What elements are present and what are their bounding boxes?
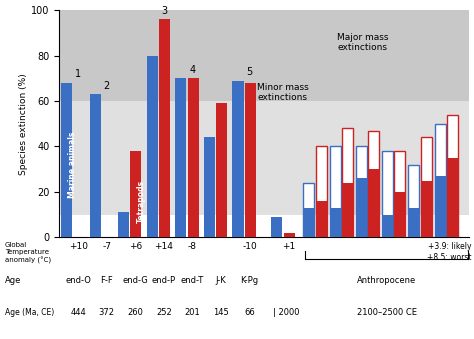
Text: end-G: end-G	[122, 276, 148, 285]
Bar	[435, 124, 446, 237]
Bar	[59, 215, 469, 237]
Bar	[408, 208, 419, 237]
Bar	[447, 115, 458, 237]
Bar	[382, 215, 393, 237]
Bar	[447, 158, 458, 237]
Text: -8: -8	[188, 242, 197, 252]
Text: | 2000: | 2000	[273, 308, 300, 318]
Bar	[130, 151, 141, 237]
Bar	[283, 233, 294, 237]
Bar	[329, 208, 341, 237]
Bar	[232, 81, 244, 237]
Text: 444: 444	[70, 308, 86, 318]
Text: 5: 5	[246, 67, 253, 77]
Text: 252: 252	[156, 308, 172, 318]
Text: 201: 201	[185, 308, 201, 318]
Bar	[59, 101, 469, 215]
Text: 372: 372	[99, 308, 115, 318]
Bar	[303, 208, 314, 237]
Bar	[204, 137, 215, 237]
Bar	[316, 201, 327, 237]
Bar	[159, 19, 170, 237]
Bar	[61, 83, 72, 237]
Text: 1: 1	[75, 69, 81, 79]
Y-axis label: Species extinction (%): Species extinction (%)	[19, 73, 28, 175]
Text: -7: -7	[102, 242, 111, 252]
Text: end-O: end-O	[65, 276, 91, 285]
Text: Tetrapods: Tetrapods	[137, 179, 146, 222]
Bar	[90, 94, 100, 237]
Text: 2100–2500 CE: 2100–2500 CE	[357, 308, 417, 318]
Text: K-Pg: K-Pg	[241, 276, 259, 285]
Bar	[420, 180, 432, 237]
Text: end-T: end-T	[181, 276, 204, 285]
Bar	[394, 192, 405, 237]
Text: 3: 3	[161, 6, 167, 16]
Text: J-K: J-K	[216, 276, 227, 285]
Bar	[118, 212, 129, 237]
Bar	[435, 176, 446, 237]
Text: F-F: F-F	[100, 276, 113, 285]
Bar	[356, 178, 367, 237]
Text: +1: +1	[282, 242, 295, 252]
Bar	[420, 137, 432, 237]
Text: +10: +10	[69, 242, 88, 252]
Bar	[329, 146, 341, 237]
Bar	[368, 131, 379, 237]
Text: Major mass
extinctions: Major mass extinctions	[337, 33, 388, 52]
Text: +14: +14	[155, 242, 173, 252]
Text: Global
Temperature
anomaly (°C): Global Temperature anomaly (°C)	[5, 242, 51, 264]
Text: Age (Ma, CE): Age (Ma, CE)	[5, 308, 54, 318]
Text: 145: 145	[213, 308, 229, 318]
Text: +6: +6	[129, 242, 142, 252]
Text: 4: 4	[190, 65, 196, 75]
Text: Age: Age	[5, 276, 21, 285]
Bar	[175, 78, 186, 237]
Bar	[147, 56, 158, 237]
Bar	[59, 10, 469, 101]
Bar	[316, 146, 327, 237]
Bar	[216, 103, 227, 237]
Bar	[382, 151, 393, 237]
Bar	[271, 217, 283, 237]
Bar	[356, 146, 367, 237]
Text: 2: 2	[104, 81, 110, 91]
Bar	[342, 183, 353, 237]
Bar	[368, 169, 379, 237]
Bar	[188, 78, 199, 237]
Bar	[394, 151, 405, 237]
Text: Minor mass
extinctions: Minor mass extinctions	[257, 83, 309, 102]
Text: -10: -10	[242, 242, 257, 252]
Bar	[342, 128, 353, 237]
Text: end-P: end-P	[152, 276, 176, 285]
Text: Marine animals: Marine animals	[68, 132, 77, 198]
Text: 66: 66	[244, 308, 255, 318]
Bar	[408, 165, 419, 237]
Text: Anthropocene: Anthropocene	[357, 276, 417, 285]
Text: 260: 260	[128, 308, 143, 318]
Bar	[245, 83, 256, 237]
Text: +3.9: likely
+8.5: worst: +3.9: likely +8.5: worst	[427, 242, 472, 262]
Bar	[303, 183, 314, 237]
